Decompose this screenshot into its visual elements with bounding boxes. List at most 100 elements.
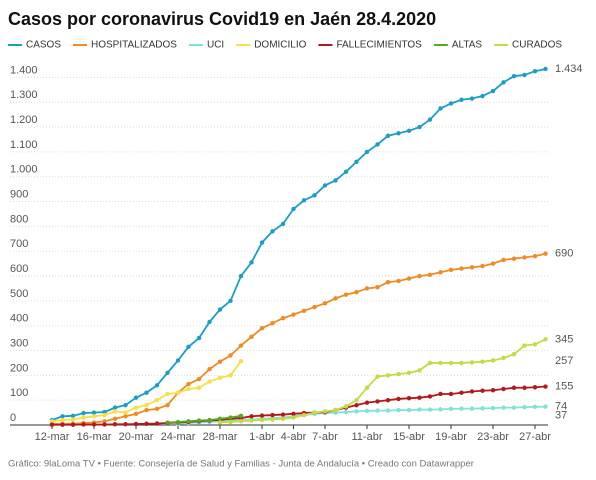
legend-label: HOSPITALIZADOS <box>91 40 177 51</box>
data-point <box>123 402 128 408</box>
data-point <box>406 370 412 376</box>
data-point <box>532 69 538 74</box>
data-point <box>480 388 485 393</box>
x-tick-label: 24-mar <box>161 431 196 443</box>
data-point <box>238 343 244 348</box>
y-tick-label: 300 <box>10 337 28 349</box>
data-point <box>175 419 181 425</box>
data-point <box>396 407 401 413</box>
data-point <box>60 417 65 423</box>
data-point <box>532 385 538 390</box>
data-point <box>70 413 76 419</box>
data-point <box>312 193 317 198</box>
y-tick-label: 1.200 <box>10 114 38 126</box>
data-point <box>154 406 160 412</box>
data-point <box>438 360 443 366</box>
data-point <box>312 304 317 310</box>
x-tick-label: 27-abr <box>519 431 551 443</box>
data-point <box>375 142 380 147</box>
data-point <box>133 395 139 400</box>
data-point <box>333 178 338 183</box>
data-point <box>270 417 275 422</box>
data-point <box>186 381 191 387</box>
data-point <box>165 420 170 425</box>
data-point <box>532 342 538 347</box>
data-point <box>385 280 391 285</box>
data-point <box>333 296 338 301</box>
end-label: 155 <box>555 380 573 392</box>
y-tick-label: 1.100 <box>10 139 38 151</box>
data-point <box>217 420 223 425</box>
data-point <box>186 386 191 392</box>
data-point <box>60 414 65 419</box>
data-point <box>364 286 370 291</box>
data-point <box>417 124 422 130</box>
data-point <box>91 422 97 427</box>
data-point <box>469 406 475 411</box>
data-point <box>438 106 443 111</box>
data-point <box>165 370 170 376</box>
data-point <box>354 159 359 165</box>
data-point <box>312 410 317 415</box>
data-point <box>102 422 107 427</box>
data-point <box>448 391 454 397</box>
data-point <box>280 316 286 321</box>
data-point <box>301 308 307 313</box>
data-point <box>459 390 464 395</box>
data-point <box>543 66 548 72</box>
end-label: 74 <box>555 401 567 413</box>
x-tick-label: 20-mar <box>119 431 154 443</box>
data-point <box>522 255 527 260</box>
data-point <box>228 298 233 304</box>
y-tick-label: 100 <box>10 387 28 399</box>
end-label: 690 <box>555 248 573 260</box>
data-point <box>438 270 443 275</box>
data-point <box>417 407 422 412</box>
data-point <box>396 131 401 136</box>
data-point <box>511 73 517 79</box>
data-point <box>259 417 265 423</box>
data-point <box>375 285 380 290</box>
data-point <box>480 93 485 99</box>
end-label: 1.434 <box>555 63 583 75</box>
data-point <box>490 261 496 266</box>
data-point <box>238 413 244 419</box>
x-tick-label: 12-mar <box>35 431 70 443</box>
data-point <box>60 422 65 427</box>
x-tick-label: 7-abr <box>312 431 338 443</box>
data-point <box>238 358 244 364</box>
data-point <box>112 409 118 414</box>
data-point <box>322 409 328 414</box>
data-point <box>207 319 212 325</box>
data-point <box>354 402 359 408</box>
end-label: 37 <box>555 410 567 422</box>
data-point <box>354 289 359 295</box>
data-point <box>501 257 506 263</box>
data-point <box>270 321 275 326</box>
data-point <box>154 421 160 426</box>
data-point <box>459 406 464 411</box>
data-point <box>375 399 380 404</box>
data-point <box>406 128 412 133</box>
data-point <box>469 389 475 394</box>
data-point <box>511 385 517 390</box>
data-point <box>417 368 422 373</box>
data-point <box>501 80 506 85</box>
data-point <box>501 386 506 392</box>
series-line <box>52 252 546 425</box>
y-tick-label: 200 <box>10 362 28 374</box>
data-point <box>249 334 254 340</box>
end-label: 257 <box>555 355 573 367</box>
data-point <box>186 419 191 424</box>
data-point <box>406 276 412 281</box>
data-point <box>522 343 527 348</box>
x-tick-label: 23-abr <box>477 431 509 443</box>
data-point <box>333 407 338 413</box>
y-tick-label: 1.400 <box>10 64 38 76</box>
data-point <box>175 358 181 363</box>
x-tick-label: 19-abr <box>435 431 467 443</box>
data-point <box>249 414 254 419</box>
data-point <box>249 260 254 265</box>
data-point <box>259 413 265 418</box>
data-point <box>70 417 76 422</box>
